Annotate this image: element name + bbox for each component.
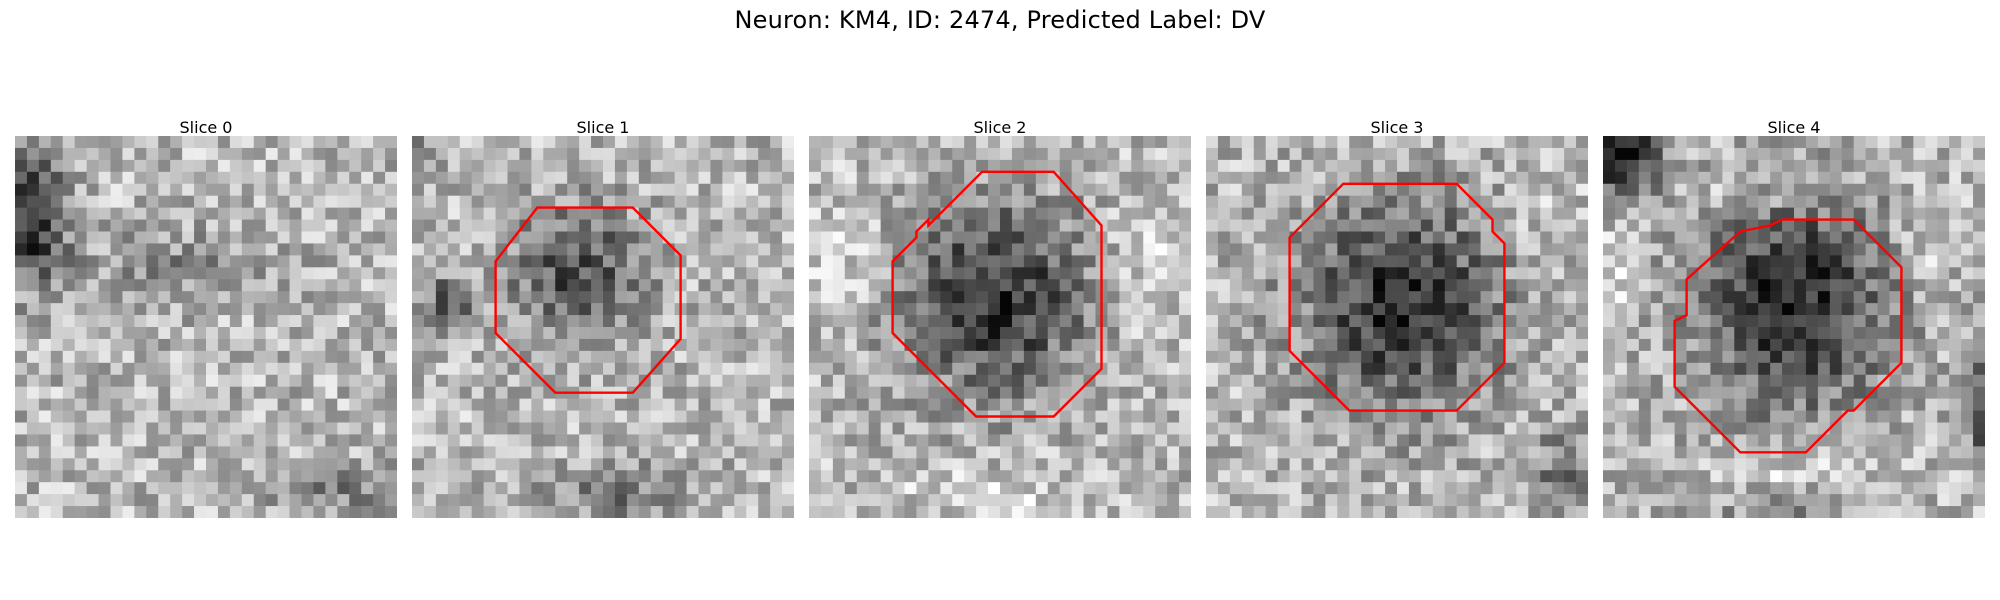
slice-image-0 bbox=[15, 136, 397, 518]
segmentation-contour bbox=[494, 206, 682, 394]
slice-title-3: Slice 3 bbox=[1370, 118, 1424, 137]
figure-title: Neuron: KM4, ID: 2474, Predicted Label: … bbox=[734, 6, 1266, 34]
slice-image-3 bbox=[1206, 136, 1588, 518]
slice-title-1: Slice 1 bbox=[576, 118, 630, 137]
slice-image-2 bbox=[809, 136, 1191, 518]
segmentation-contour bbox=[1288, 182, 1506, 412]
slice-panel-0: Slice 0 bbox=[15, 118, 397, 518]
slice-title-0: Slice 0 bbox=[179, 118, 233, 137]
segmentation-contour bbox=[891, 170, 1103, 418]
slice-panel-3: Slice 3 bbox=[1206, 118, 1588, 518]
slice-title-4: Slice 4 bbox=[1767, 118, 1821, 137]
slice-panel-1: Slice 1 bbox=[412, 118, 794, 518]
slice-panel-2: Slice 2 bbox=[809, 118, 1191, 518]
slice-image-1 bbox=[412, 136, 794, 518]
segmentation-contour bbox=[1673, 218, 1903, 454]
slice-panel-4: Slice 4 bbox=[1603, 118, 1985, 518]
slice-image-4 bbox=[1603, 136, 1985, 518]
slice-title-2: Slice 2 bbox=[973, 118, 1027, 137]
